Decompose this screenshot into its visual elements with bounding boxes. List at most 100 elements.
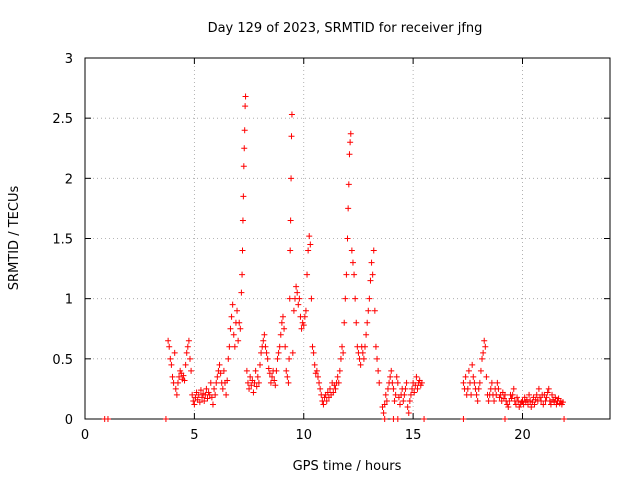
data-point-marker [508, 395, 515, 402]
data-point-marker [353, 319, 360, 326]
data-point-marker [264, 355, 271, 362]
data-point-marker [190, 397, 197, 404]
data-point-marker [240, 163, 247, 170]
data-point-marker [239, 271, 246, 278]
data-point-marker [185, 337, 192, 344]
data-point-marker [217, 370, 224, 377]
data-point-marker [479, 355, 486, 362]
data-point-marker [199, 394, 206, 401]
data-point-marker [244, 379, 251, 386]
data-point-marker [302, 307, 309, 314]
data-point-marker [261, 331, 268, 338]
data-point-marker [287, 217, 294, 224]
data-point-marker [559, 399, 566, 406]
data-point-marker [276, 343, 283, 350]
data-point-marker [252, 367, 259, 374]
data-point-marker [364, 319, 371, 326]
data-point-marker [400, 397, 407, 404]
data-point-marker [401, 391, 408, 398]
data-point-marker [480, 349, 487, 356]
data-point-marker [359, 349, 366, 356]
y-tick-label: 1.5 [52, 233, 73, 248]
data-point-marker [298, 325, 305, 332]
data-point-marker [540, 401, 547, 408]
data-point-marker [552, 394, 559, 401]
data-point-marker [476, 379, 483, 386]
data-point-marker [383, 397, 390, 404]
data-point-marker [288, 111, 295, 118]
data-point-marker [334, 373, 341, 380]
data-point-marker [191, 401, 198, 408]
data-point-marker [523, 396, 530, 403]
data-point-marker [344, 235, 351, 242]
data-point-marker [305, 247, 312, 254]
data-point-marker [384, 385, 391, 392]
data-point-marker [278, 319, 285, 326]
data-point-marker [510, 385, 517, 392]
data-point-marker [253, 383, 260, 390]
x-tick-label: 15 [405, 428, 422, 443]
data-point-marker [464, 385, 471, 392]
data-point-marker [491, 397, 498, 404]
data-point-marker [324, 389, 331, 396]
axis-ticks [84, 57, 610, 420]
data-point-marker [236, 319, 243, 326]
data-point-marker [345, 205, 352, 212]
data-point-marker [402, 385, 409, 392]
data-point-marker [482, 343, 489, 350]
data-point-marker [549, 391, 556, 398]
data-point-marker [381, 416, 388, 422]
data-point-marker [343, 271, 350, 278]
data-point-marker [314, 373, 321, 380]
data-point-marker [346, 151, 353, 158]
data-point-marker [308, 295, 315, 302]
data-point-marker [390, 385, 397, 392]
data-point-marker [211, 385, 218, 392]
data-point-marker [181, 377, 188, 384]
data-point-marker [535, 385, 542, 392]
data-point-marker [176, 373, 183, 380]
data-point-marker [545, 385, 552, 392]
data-point-marker [418, 379, 425, 386]
data-point-marker [231, 343, 238, 350]
data-point-marker [254, 373, 261, 380]
data-point-marker [262, 343, 269, 350]
data-point-marker [203, 385, 210, 392]
data-point-marker [531, 401, 538, 408]
data-point-marker [260, 337, 267, 344]
data-point-marker [348, 247, 355, 254]
data-point-marker [335, 379, 342, 386]
data-point-marker [388, 367, 395, 374]
data-point-marker [288, 175, 295, 182]
data-point-marker [248, 382, 255, 389]
data-point-marker [352, 295, 359, 302]
data-point-marker [293, 283, 300, 290]
data-point-marker [342, 295, 349, 302]
data-point-marker [225, 355, 232, 362]
data-point-marker [505, 403, 512, 410]
data-point-marker [243, 367, 250, 374]
data-point-marker [224, 377, 231, 384]
y-tick-label: 3 [65, 52, 73, 67]
data-point-marker [393, 373, 400, 380]
data-point-marker [275, 349, 282, 356]
data-point-marker [226, 343, 233, 350]
data-point-marker [524, 401, 531, 408]
data-point-marker [320, 401, 327, 408]
data-point-marker [173, 391, 180, 398]
data-point-marker [468, 391, 475, 398]
data-point-marker [196, 399, 203, 406]
data-point-marker [295, 301, 302, 308]
data-point-marker [301, 313, 308, 320]
data-point-marker [258, 349, 265, 356]
data-point-marker [239, 217, 246, 224]
data-point-marker [285, 379, 292, 386]
data-point-marker [311, 361, 318, 368]
data-point-marker [317, 385, 324, 392]
data-point-marker [180, 372, 187, 379]
data-point-marker [263, 349, 270, 356]
data-point-marker [345, 181, 352, 188]
data-point-marker [543, 394, 550, 401]
chart-title: Day 129 of 2023, SRMTID for receiver jfn… [208, 21, 483, 36]
data-point-marker [561, 416, 568, 422]
